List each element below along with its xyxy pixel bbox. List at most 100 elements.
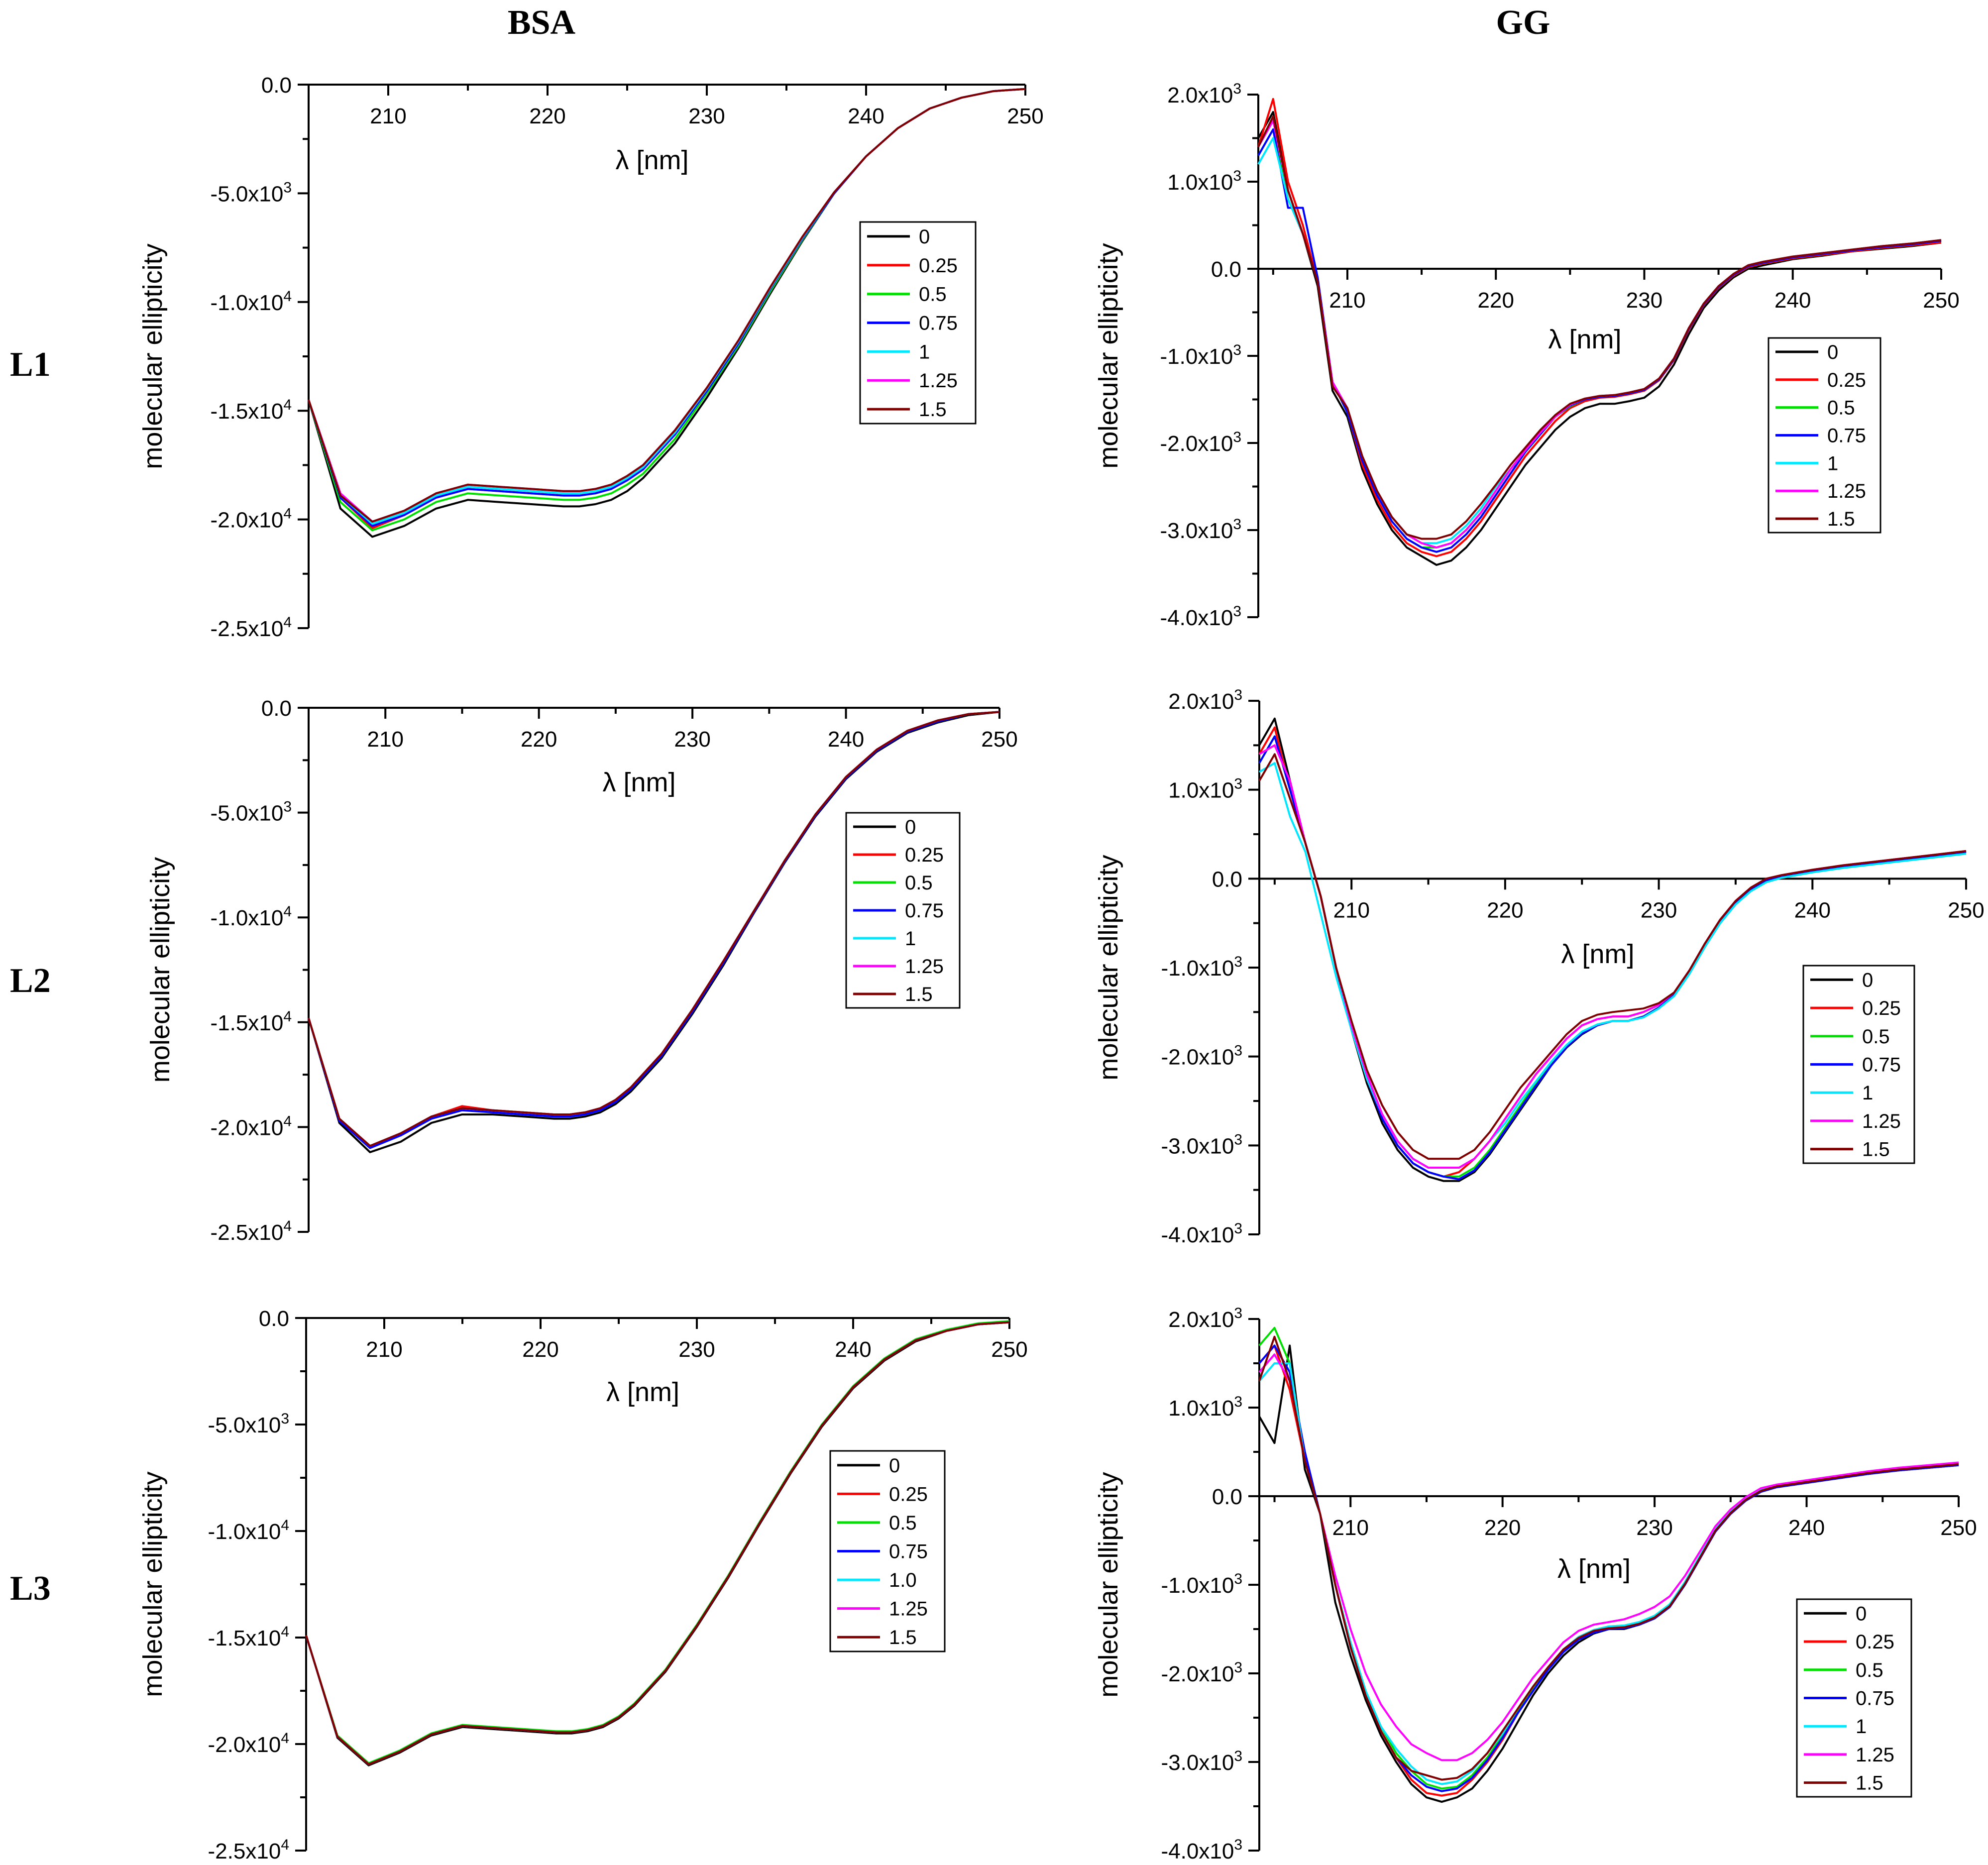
y-tick-label: -3.0x103 bbox=[1161, 1748, 1242, 1775]
y-tick-label: 2.0x103 bbox=[1168, 1305, 1242, 1332]
x-axis-label: λ [nm] bbox=[615, 145, 688, 175]
x-tick-label: 250 bbox=[1007, 104, 1043, 128]
legend-label: 0.25 bbox=[889, 1483, 928, 1505]
y-tick-exponent: 3 bbox=[281, 1411, 289, 1427]
legend-label: 0 bbox=[1827, 341, 1838, 363]
y-tick-label: -2.0x104 bbox=[208, 1730, 289, 1757]
x-tick-label: 250 bbox=[991, 1337, 1027, 1362]
y-tick-label: -3.0x103 bbox=[1160, 516, 1241, 543]
y-tick-exponent: 3 bbox=[1234, 687, 1242, 703]
y-tick-exponent: 3 bbox=[1233, 342, 1241, 358]
legend-label: 0.75 bbox=[1827, 425, 1866, 447]
y-axis-label: molecular ellipticity bbox=[1094, 243, 1123, 468]
y-tick-label: 0.0 bbox=[1211, 257, 1241, 282]
series-line-6 bbox=[308, 88, 1026, 523]
legend-label: 1.5 bbox=[1827, 508, 1855, 530]
y-tick-label: 0.0 bbox=[1212, 867, 1242, 891]
y-tick-label: 1.0x103 bbox=[1168, 1394, 1242, 1421]
legend-label: 0.25 bbox=[1827, 369, 1866, 391]
series-line-6 bbox=[1258, 1335, 1959, 1781]
y-tick-exponent: 3 bbox=[1234, 1131, 1242, 1148]
x-tick-label: 210 bbox=[367, 727, 404, 752]
series-line-4 bbox=[1259, 762, 1967, 1169]
y-tick-label: -2.0x103 bbox=[1161, 1659, 1242, 1686]
legend-label: 0.25 bbox=[905, 844, 944, 866]
legend-label: 0.5 bbox=[1862, 1026, 1890, 1048]
legend-label: 1.5 bbox=[905, 984, 933, 1005]
legend-label: 1.25 bbox=[889, 1598, 928, 1620]
x-tick-label: 220 bbox=[522, 1337, 558, 1362]
x-tick-label: 230 bbox=[678, 1337, 715, 1362]
x-tick-label: 250 bbox=[981, 727, 1017, 752]
y-tick-label: 0.0 bbox=[261, 696, 292, 721]
series-line-6 bbox=[305, 1321, 1010, 1765]
y-tick-exponent: 3 bbox=[1233, 429, 1241, 445]
row-header-l2: L2 bbox=[10, 962, 51, 1000]
y-tick-label: -2.5x104 bbox=[211, 1218, 292, 1245]
y-tick-exponent: 3 bbox=[283, 179, 292, 196]
y-tick-exponent: 3 bbox=[1234, 1748, 1242, 1764]
y-tick-label: -2.0x103 bbox=[1160, 429, 1241, 456]
legend-label: 1.5 bbox=[1856, 1772, 1883, 1794]
x-tick-label: 240 bbox=[848, 104, 884, 128]
y-tick-label: -3.0x103 bbox=[1161, 1131, 1242, 1158]
legend-label: 1 bbox=[1856, 1716, 1867, 1738]
y-tick-label: -2.0x104 bbox=[211, 506, 292, 533]
y-tick-exponent: 3 bbox=[1234, 954, 1242, 970]
legend-label: 0.25 bbox=[1862, 997, 1901, 1019]
y-tick-exponent: 3 bbox=[1234, 1305, 1242, 1321]
y-tick-exponent: 4 bbox=[283, 1218, 292, 1234]
y-tick-label: -1.0x103 bbox=[1161, 954, 1242, 981]
y-axis-label: molecular ellipticity bbox=[138, 243, 168, 469]
legend-label: 0.5 bbox=[905, 872, 933, 894]
legend-label: 1.5 bbox=[1862, 1139, 1890, 1161]
x-tick-label: 220 bbox=[1487, 898, 1523, 922]
y-tick-label: -2.5x104 bbox=[211, 614, 292, 641]
legend-label: 0 bbox=[905, 816, 916, 838]
x-tick-label: 220 bbox=[521, 727, 557, 752]
x-tick-label: 210 bbox=[370, 104, 406, 128]
y-tick-exponent: 3 bbox=[1233, 603, 1241, 620]
legend-label: 1.25 bbox=[1856, 1744, 1894, 1766]
y-tick-exponent: 3 bbox=[1234, 1220, 1242, 1237]
y-tick-label: -4.0x103 bbox=[1161, 1220, 1242, 1247]
legend-label: 1.25 bbox=[919, 370, 958, 392]
y-tick-label: -1.0x104 bbox=[211, 288, 292, 315]
y-tick-exponent: 3 bbox=[1234, 1043, 1242, 1059]
legend-label: 1 bbox=[1827, 452, 1838, 474]
y-tick-exponent: 4 bbox=[283, 397, 292, 413]
y-axis-label: molecular ellipticity bbox=[138, 1471, 168, 1697]
y-tick-exponent: 4 bbox=[283, 1008, 292, 1025]
x-tick-label: 240 bbox=[1794, 898, 1831, 922]
column-header-gg: GG bbox=[1496, 3, 1550, 42]
y-tick-label: -1.0x103 bbox=[1160, 342, 1241, 369]
x-tick-label: 230 bbox=[688, 104, 725, 128]
legend-label: 0.5 bbox=[1856, 1659, 1883, 1681]
column-header-bsa: BSA bbox=[508, 3, 576, 42]
chart-gg-l3: 2.0x103 1.0x103 0.0 -1.0x103 -2.0x103 -3.0x10… bbox=[1094, 1305, 1977, 1864]
y-tick-label: 0.0 bbox=[259, 1307, 289, 1331]
legend-label: 1.5 bbox=[919, 399, 947, 421]
y-tick-label: -2.0x104 bbox=[211, 1113, 292, 1140]
x-tick-label: 230 bbox=[1641, 898, 1677, 922]
y-tick-label: -1.5x104 bbox=[208, 1624, 289, 1650]
legend-label: 0.5 bbox=[919, 284, 947, 306]
x-axis-label: λ [nm] bbox=[1557, 1554, 1631, 1584]
y-tick-exponent: 3 bbox=[1233, 81, 1241, 97]
legend-label: 1.0 bbox=[889, 1569, 917, 1591]
y-tick-exponent: 3 bbox=[1233, 516, 1241, 533]
x-tick-label: 220 bbox=[1484, 1516, 1521, 1540]
x-tick-label: 220 bbox=[529, 104, 565, 128]
x-axis-label: λ [nm] bbox=[606, 1377, 679, 1407]
legend-label: 1.25 bbox=[1827, 480, 1866, 502]
y-tick-exponent: 4 bbox=[283, 288, 292, 305]
y-tick-exponent: 4 bbox=[281, 1730, 289, 1747]
x-tick-label: 250 bbox=[1923, 288, 1959, 313]
y-tick-label: -1.0x103 bbox=[1161, 1571, 1242, 1598]
legend-label: 0.5 bbox=[1827, 397, 1855, 419]
series-line-6 bbox=[1258, 753, 1967, 1160]
x-tick-label: 250 bbox=[1940, 1516, 1977, 1540]
y-tick-exponent: 4 bbox=[281, 1517, 289, 1534]
chart-bsa-l2: 0.0 -5.0x103 -1.0x104 -1.5x104 -2.0x104 -2.5x… bbox=[145, 696, 1018, 1245]
